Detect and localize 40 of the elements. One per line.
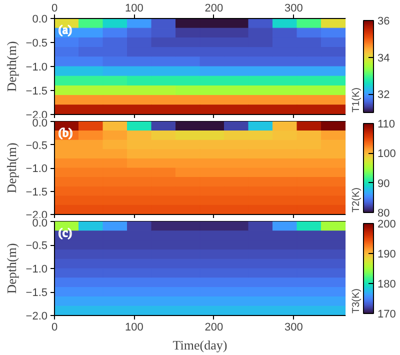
x-tick-label: 200	[204, 2, 224, 14]
color-bar-label: 32	[378, 89, 390, 102]
x-tick-label: 300	[284, 322, 303, 334]
y-tick-label: −1.5	[26, 86, 48, 98]
annotation: (b)	[58, 126, 72, 140]
x-tick-label: 0	[51, 2, 58, 14]
y-axis-title: Depth(m)	[4, 142, 19, 194]
color-bar-label: 200	[378, 218, 396, 230]
y-tick-label: −1.0	[26, 62, 48, 74]
x-tick-label: 300	[284, 2, 303, 14]
color-bar-title: T1(K)	[351, 88, 362, 112]
y-tick-label: 0.0	[32, 218, 48, 230]
color-bar-title: T2(K)	[351, 188, 362, 212]
color-bar-label: 180	[378, 278, 396, 290]
color-bar-label: 190	[378, 248, 396, 260]
y-tick-label: −1.0	[26, 163, 48, 175]
y-axis-title: Depth(m)	[4, 243, 19, 294]
y-tick-label: 0.0	[32, 118, 48, 130]
color-bar-label: 34	[378, 52, 390, 64]
x-tick-label: 100	[125, 2, 144, 14]
y-tick-label: −2.0	[26, 310, 48, 322]
y-tick-label: −1.0	[26, 264, 48, 276]
color-bar-label: 100	[378, 148, 396, 160]
y-tick-label: −1.5	[26, 186, 48, 198]
color-bar-label: 36	[378, 16, 390, 28]
y-axis-title: Depth(m)	[4, 41, 19, 92]
y-tick-label: −0.5	[26, 140, 48, 152]
color-bar-label: 110	[378, 118, 396, 130]
y-tick-label: 0.0	[32, 14, 48, 26]
color-bar-label: 80	[378, 208, 390, 220]
x-tick-label: 0	[51, 322, 58, 334]
y-tick-label: −0.5	[26, 38, 48, 50]
color-bar-label: 90	[378, 178, 390, 190]
x-tick-label: 200	[204, 322, 224, 334]
color-bar-label: 170	[378, 308, 396, 320]
x-tick-label: 100	[125, 322, 144, 334]
color-bar-title: T3(K)	[351, 288, 362, 314]
y-tick-label: −1.5	[26, 287, 48, 299]
y-tick-label: −0.5	[26, 240, 48, 252]
x-axis-title: Time(day)	[172, 338, 228, 352]
